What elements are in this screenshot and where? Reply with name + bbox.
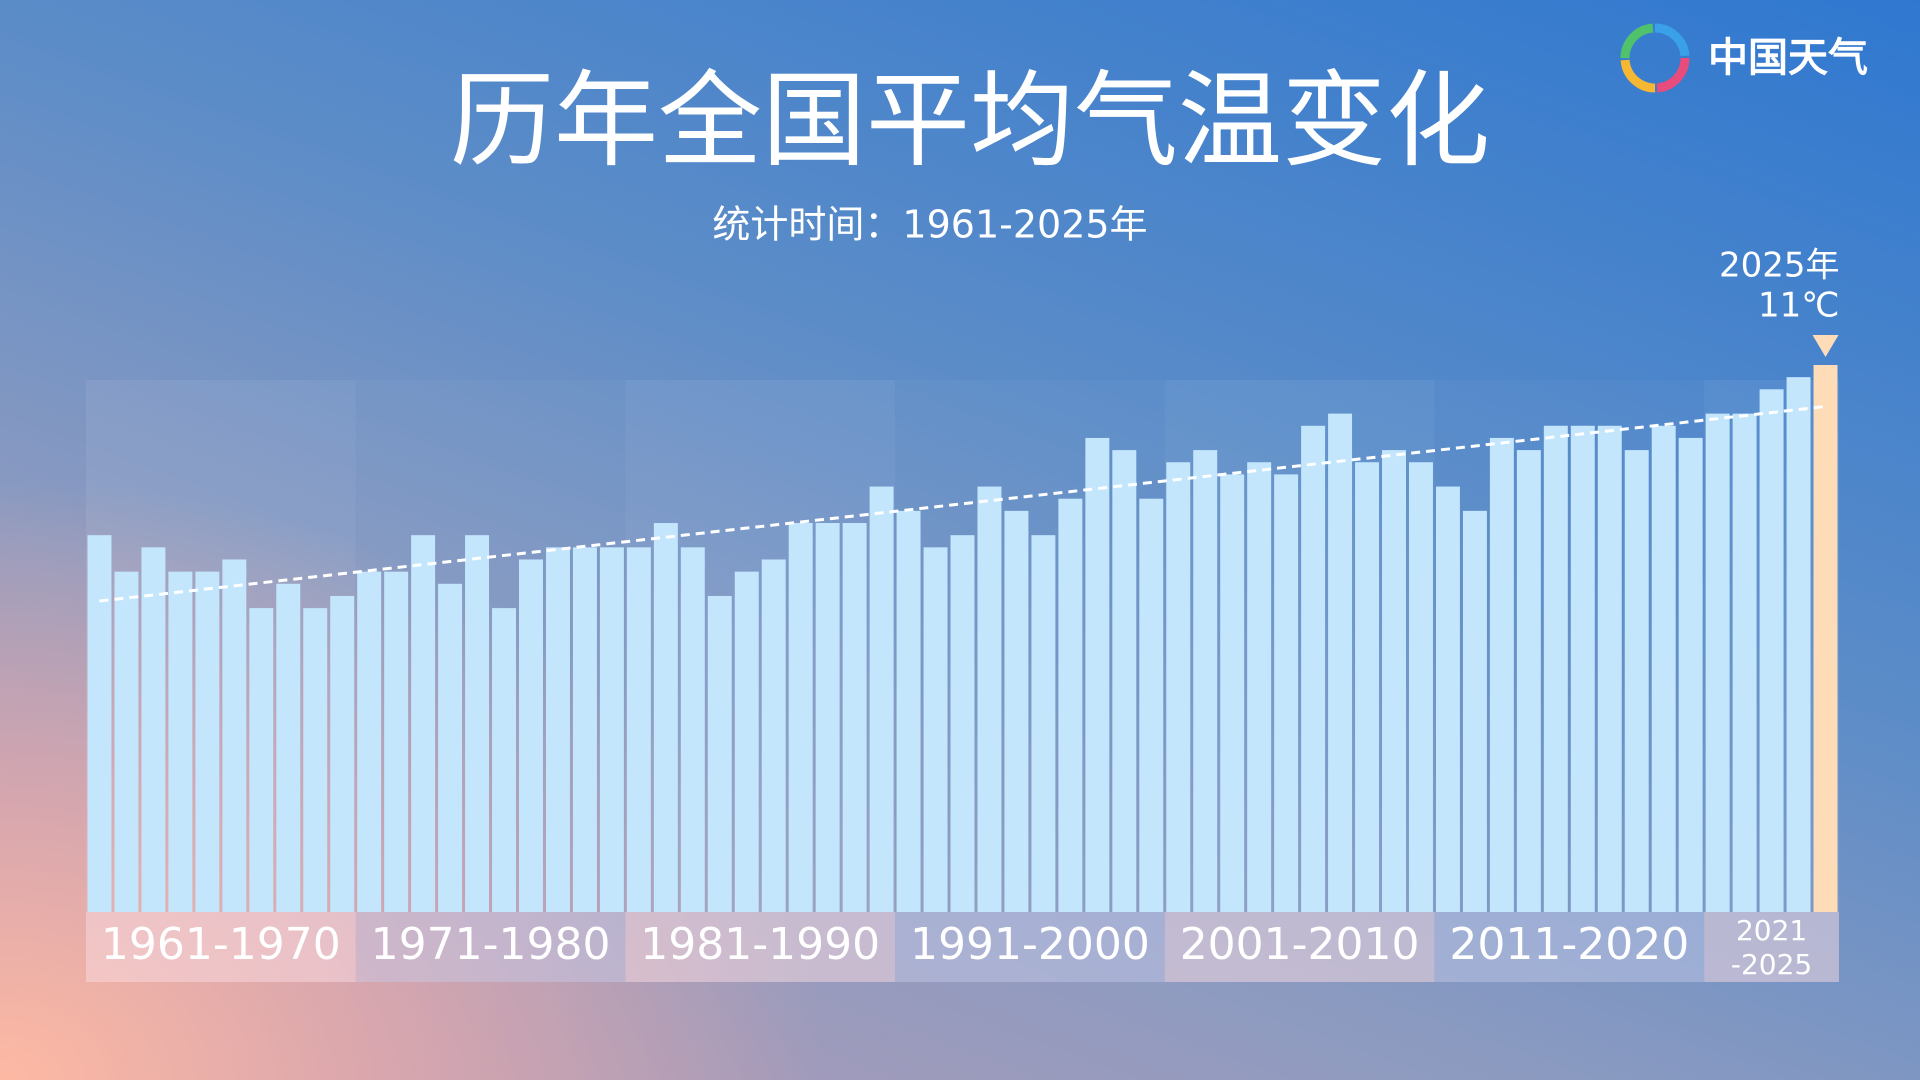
bar (168, 571, 193, 912)
bar (1489, 437, 1514, 912)
bar (303, 608, 328, 912)
bar (141, 547, 166, 912)
group-label: 1991-2000 (910, 919, 1150, 970)
bar (411, 535, 436, 912)
bar (1247, 462, 1272, 912)
bar (357, 571, 382, 912)
bar (1462, 510, 1487, 912)
group-label: 1971-1980 (371, 919, 611, 970)
group-label: 2001-2010 (1180, 919, 1420, 970)
bar (1597, 425, 1622, 912)
bar (438, 583, 463, 912)
trend-line (99, 404, 1826, 603)
bar (222, 559, 247, 912)
bar (114, 571, 139, 912)
group-band (1434, 912, 1705, 982)
group-band (1704, 912, 1839, 982)
bar (1112, 450, 1137, 912)
bar (519, 559, 543, 912)
bar (492, 608, 517, 912)
bar (1085, 437, 1110, 912)
bar (1058, 498, 1083, 912)
bar (734, 571, 759, 912)
bar (465, 535, 490, 912)
annotation-marker (1812, 335, 1839, 357)
bar (1516, 450, 1541, 912)
bar (276, 583, 301, 912)
annotation: 2025年 (1719, 246, 1840, 286)
bar (1220, 474, 1245, 912)
bar (195, 571, 220, 912)
bar (1139, 498, 1164, 912)
bar (1274, 474, 1299, 912)
group-band (355, 912, 626, 982)
bar (1355, 462, 1380, 912)
bar (653, 523, 678, 912)
bar (1732, 413, 1757, 912)
bar (842, 523, 867, 912)
bar (384, 571, 409, 912)
bar (1193, 450, 1218, 912)
bar (896, 510, 921, 912)
group-label: 1961-1970 (101, 919, 341, 970)
bar (923, 547, 948, 912)
group-band (895, 912, 1165, 982)
bar (1382, 450, 1406, 912)
bar (1786, 377, 1811, 913)
bar (1651, 425, 1676, 912)
bar (761, 559, 786, 912)
bar (1813, 365, 1838, 912)
bar (869, 486, 894, 912)
bar (1408, 462, 1433, 912)
bar (545, 547, 570, 912)
bar (1624, 450, 1649, 912)
bar (680, 547, 705, 912)
bar (1543, 425, 1568, 912)
bar (977, 486, 1002, 912)
group-label: 2011-2020 (1449, 919, 1689, 970)
bar (249, 608, 274, 912)
bar (572, 547, 597, 912)
chart-subtitle: 统计时间：1961-2025年 (712, 203, 1147, 247)
bar (599, 547, 624, 912)
bar (87, 535, 112, 912)
chart-title: 历年全国平均气温变化 (450, 59, 1490, 181)
bar (626, 547, 651, 912)
bar (1678, 437, 1703, 912)
value-label: 11℃ (1758, 286, 1839, 326)
bar (1166, 462, 1191, 912)
group-label: 1981-1990 (640, 919, 880, 970)
bar (1301, 425, 1326, 912)
group-band (1164, 912, 1435, 982)
logo-icon (1620, 23, 1690, 93)
bar (1031, 535, 1056, 912)
group-label: 2021 -2025 (1731, 914, 1812, 981)
bar (1435, 486, 1460, 912)
bar (1759, 389, 1784, 912)
logo-text: 中国天气 (1708, 35, 1868, 81)
bar (1004, 510, 1029, 912)
bar (1328, 413, 1353, 912)
bar (1705, 413, 1730, 912)
bar (950, 535, 975, 912)
group-band (625, 912, 896, 982)
bar (330, 595, 355, 912)
bar (815, 523, 840, 912)
bar (1570, 425, 1595, 912)
bar (788, 523, 813, 912)
group-band (86, 912, 356, 982)
bar (707, 595, 732, 912)
